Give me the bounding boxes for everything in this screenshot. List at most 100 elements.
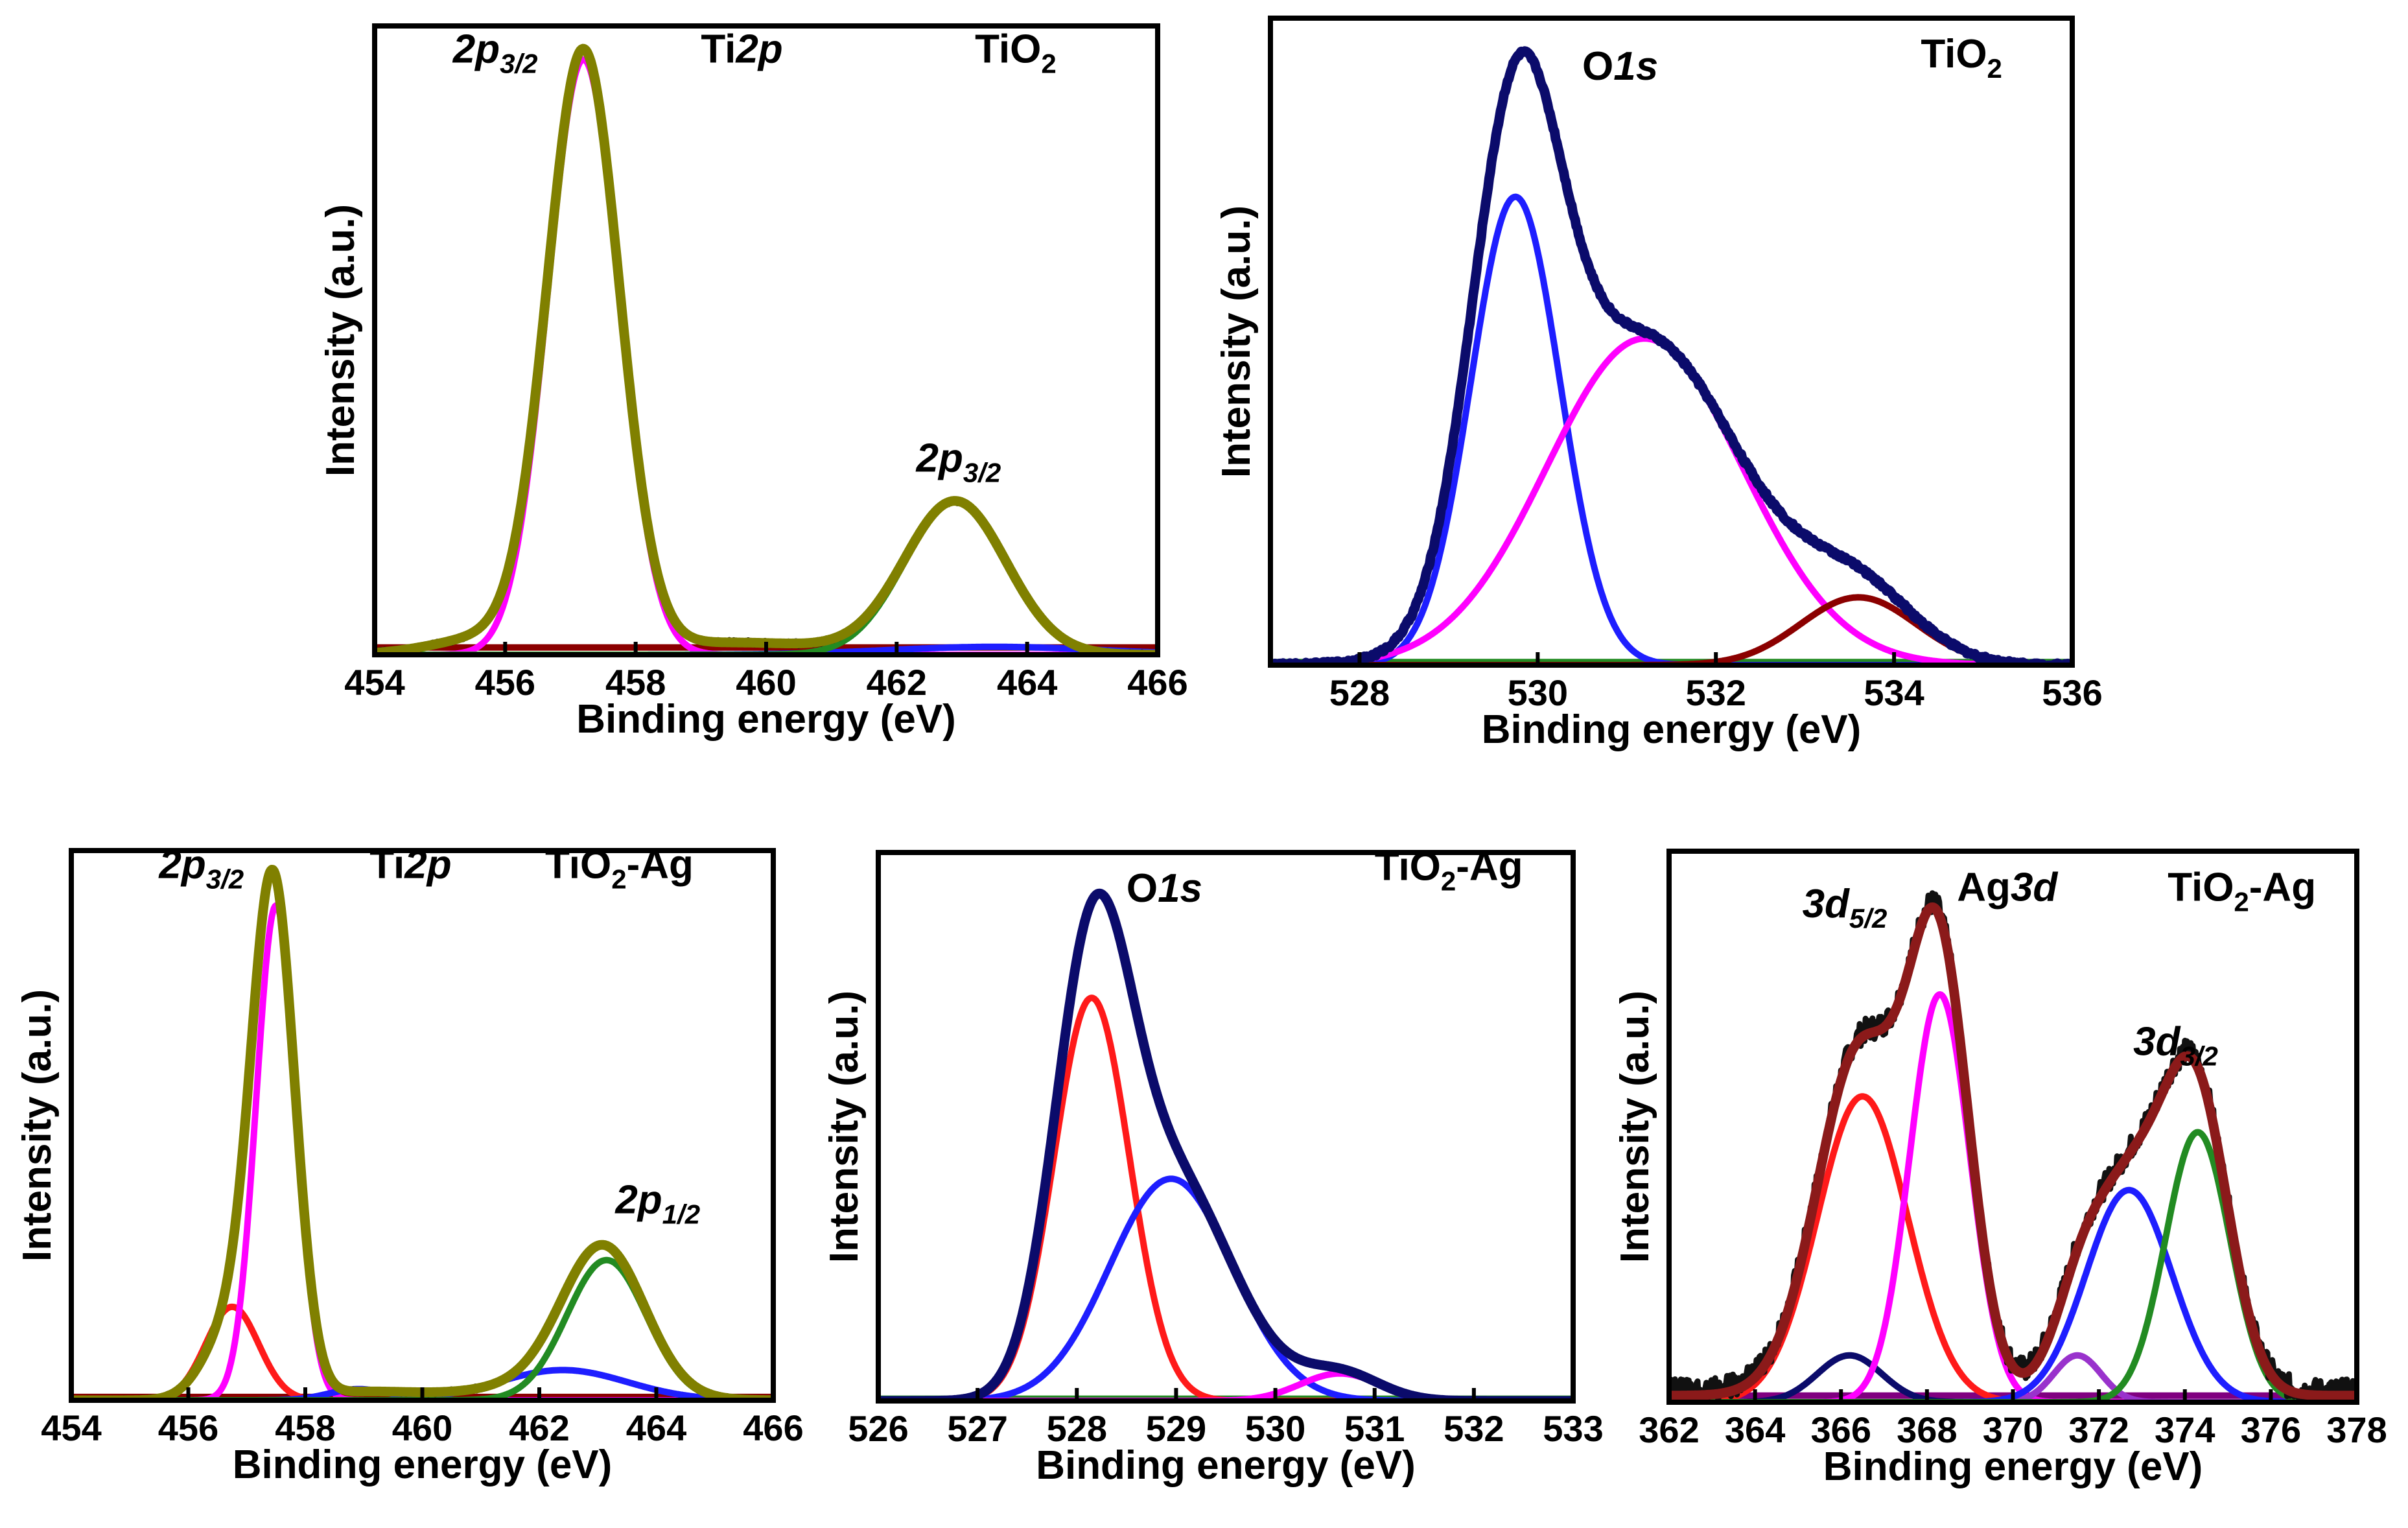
- x-tick-label: 458: [275, 1407, 335, 1448]
- annotation-o1s: O1s: [1582, 44, 1658, 89]
- annotation-tail: 2p: [404, 842, 451, 887]
- annotation-main: 2p: [916, 436, 963, 480]
- x-tick-label: 527: [947, 1408, 1007, 1449]
- series-envelope: [1669, 902, 2357, 1401]
- annotation-main: TiO: [1375, 844, 1441, 889]
- x-tick-label: 534: [1864, 672, 1924, 713]
- x-tick-label: 536: [2042, 672, 2102, 713]
- x-tick-label: 460: [392, 1407, 452, 1448]
- annotation-subscript: 2: [1041, 49, 1056, 79]
- x-tick-label: 464: [997, 662, 1057, 703]
- y-axis-title: Intensity (a.u.): [1613, 991, 1657, 1263]
- x-tick-label: 372: [2068, 1409, 2129, 1450]
- annotation-o1s: O1s: [1127, 866, 1202, 911]
- annotation-main: Ti: [369, 842, 404, 887]
- panel-o1s-tio2-ag: 526 527 528 529 530 531 532 533 Binding energy (…: [822, 844, 1604, 1488]
- x-tick-label: 531: [1344, 1408, 1405, 1449]
- x-tick-label: 458: [605, 662, 666, 703]
- x-tick-label: 456: [475, 662, 535, 703]
- y-axis-title: Intensity (a.u.): [318, 204, 363, 476]
- annotation-subscript: 5/2: [1849, 903, 1887, 934]
- x-tick-label: 370: [1983, 1409, 2043, 1450]
- annotation-tio2-ag: TiO2-Ag: [545, 842, 694, 894]
- x-tick-label: 454: [344, 662, 404, 703]
- annotation-main: O: [1582, 44, 1613, 89]
- annotation-ag3d: Ag3d: [1957, 865, 2058, 910]
- series-ag-3d5-2-b: [1669, 991, 2357, 1402]
- y-axis-title: Intensity (a.u.): [15, 989, 60, 1262]
- panel-ag3d-tio2-ag: 362 364 366 368 370 372 374 376 378 Binding energ…: [1613, 849, 2387, 1489]
- annotation-2p1-2: 2p1/2: [614, 1178, 700, 1230]
- annotation-ti2p: Ti2p: [701, 27, 782, 72]
- annotation-3d5-2: 3d5/2: [1803, 882, 1888, 934]
- panel-o1s-tio2: 528 530 532 534 536 Binding energy (eV) Intens…: [1214, 16, 2103, 752]
- annotation-main: Ti: [701, 27, 736, 72]
- x-axis-title: Binding energy (eV): [1823, 1444, 2203, 1489]
- panel-ti2p-tio2-ag: 454 456 458 460 462 464 466 Binding energy (eV)…: [15, 842, 804, 1487]
- plot-frame: [1268, 16, 2075, 668]
- annotation-main: O: [1127, 866, 1158, 911]
- x-tick-label: 376: [2241, 1409, 2301, 1450]
- plot-frame: [876, 850, 1576, 1404]
- annotation-tail: -Ag: [2249, 865, 2316, 910]
- x-tick-label: 529: [1146, 1408, 1206, 1449]
- annotation-main: TiO: [975, 27, 1041, 72]
- x-tick-label: 530: [1508, 672, 1568, 713]
- x-tick-label: 466: [1127, 662, 1187, 703]
- annotation-subscript: 3/2: [500, 49, 537, 79]
- annotation-tail: 1s: [1158, 866, 1202, 911]
- annotation-tio2-ag: TiO2-Ag: [1375, 844, 1523, 896]
- annotation-main: 2p: [452, 27, 500, 72]
- annotation-tail: -Ag: [1456, 844, 1523, 889]
- annotation-3d3-2: 3d3/2: [2133, 1020, 2218, 1072]
- x-tick-label: 532: [1444, 1408, 1504, 1449]
- x-tick-label: 362: [1639, 1409, 1699, 1450]
- annotation-tio2: TiO2: [975, 27, 1057, 79]
- x-tick-label: 528: [1047, 1408, 1107, 1449]
- y-axis-title: Intensity (a.u.): [1214, 206, 1259, 478]
- annotation-subscript: 2: [611, 864, 626, 894]
- x-tick-label: 462: [867, 662, 927, 703]
- annotation-main: 2p: [614, 1178, 662, 1223]
- annotation-main: TiO: [1921, 32, 1987, 76]
- series-ti-2p3-2-fit: [375, 56, 1158, 655]
- x-tick-label: 378: [2326, 1409, 2387, 1450]
- x-tick-label: 526: [848, 1408, 908, 1449]
- x-axis-title: Binding energy (eV): [576, 697, 956, 742]
- panel-ti2p-tio2: 454 456 458 460 462 464 466 Binding energy (eV)…: [318, 23, 1188, 742]
- x-tick-label: 528: [1329, 672, 1390, 713]
- annotation-main: 3d: [1803, 882, 1850, 926]
- annotation-2p3-2: 2p3/2: [452, 27, 538, 79]
- annotation-main: TiO: [2168, 865, 2234, 910]
- annotation-tail: 1s: [1613, 44, 1658, 89]
- annotation-main: Ag: [1957, 865, 2011, 910]
- x-tick-label: 462: [509, 1407, 569, 1448]
- annotation-tio2: TiO2: [1921, 32, 2002, 84]
- x-tick-label: 533: [1543, 1408, 1603, 1449]
- x-tick-label: 374: [2155, 1409, 2215, 1450]
- x-axis-title: Binding energy (eV): [1482, 707, 1862, 752]
- annotation-subscript: 2: [1987, 53, 2002, 84]
- x-tick-label: 532: [1686, 672, 1746, 713]
- x-tick-label: 460: [736, 662, 796, 703]
- annotation-2p3-2: 2p3/2: [158, 842, 244, 894]
- annotation-main: 3d: [2133, 1020, 2180, 1064]
- annotation-subscript: 3/2: [2180, 1041, 2218, 1072]
- annotation-2p3-2: 2p3/2: [916, 436, 1001, 488]
- annotation-tail: 3d: [2011, 865, 2058, 910]
- x-tick-label: 368: [1897, 1409, 1957, 1450]
- annotation-main: TiO: [545, 842, 611, 887]
- series-component-1: [1669, 1352, 2357, 1402]
- x-tick-label: 366: [1811, 1409, 1871, 1450]
- x-tick-label: 456: [158, 1407, 218, 1448]
- annotation-ti2p: Ti2p: [369, 842, 451, 887]
- x-axis-title: Binding energy (eV): [1036, 1443, 1416, 1488]
- annotation-subscript: 2: [2234, 887, 2249, 917]
- annotation-subscript: 1/2: [662, 1199, 700, 1230]
- x-tick-label: 466: [743, 1407, 803, 1448]
- x-axis-title: Binding energy (eV): [233, 1442, 613, 1487]
- annotation-tail: -Ag: [627, 842, 694, 887]
- x-tick-label: 530: [1245, 1408, 1305, 1449]
